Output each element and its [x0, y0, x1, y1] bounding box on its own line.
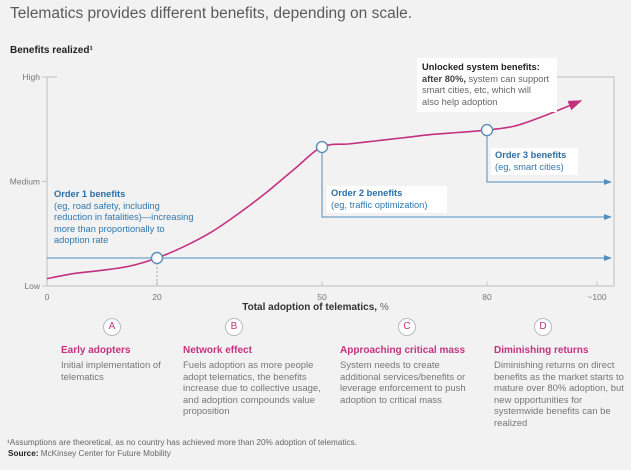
unlocked-line: also help adoption: [422, 96, 498, 107]
stage-description: Fuels adoption as more people adopt tele…: [183, 360, 321, 417]
unlocked-line: smart cities, etc, which will: [422, 85, 532, 95]
x-tick-label: 0: [45, 292, 50, 300]
order1-title: Order 1 benefits: [54, 189, 126, 199]
stage-b: B Network effect Fuels adoption as more …: [183, 318, 323, 418]
stage-letter-badge: A: [103, 318, 121, 336]
stage-description: Diminishing returns on direct benefits a…: [494, 360, 624, 429]
stage-title: Early adopters: [61, 345, 131, 356]
x-tick-label: 80: [482, 292, 492, 300]
x-tick-label: 50: [317, 292, 327, 300]
x-axis-title: Total adoption of telematics, %: [0, 302, 631, 313]
order1-line: reduction in fatalities)—increasing: [54, 212, 194, 222]
stage-letter-badge: D: [534, 318, 552, 336]
y-tick-label: High: [23, 72, 41, 82]
stage-description: Initial implementation of telematics: [61, 360, 161, 383]
source-text: McKinsey Center for Future Mobility: [38, 449, 171, 458]
x-tick-label: ~100: [587, 292, 606, 300]
unlocked-title: Unlocked system benefits:: [422, 62, 540, 72]
stage-title: Approaching critical mass: [340, 345, 466, 356]
stage-letter-badge: C: [398, 318, 416, 336]
order1-line: (eg, road safety, including: [54, 200, 160, 211]
order1-line: more than proportionally to: [54, 223, 165, 234]
unlocked-annotation: Unlocked system benefits: after 80%, sys…: [417, 58, 557, 112]
threshold-marker-3: [480, 123, 494, 137]
y-tick-label: Medium: [10, 177, 40, 187]
stage-title: Network effect: [183, 345, 252, 356]
stage-d: D Diminishing returns Diminishing return…: [494, 318, 629, 429]
order3-benefit-arrow: [486, 135, 612, 185]
source-line: Source: McKinsey Center for Future Mobil…: [8, 449, 171, 458]
x-axis-title-main: Total adoption of telematics,: [242, 302, 378, 313]
chart-title: Telematics provides different benefits, …: [10, 5, 413, 22]
order3-annotation: Order 3 benefits (eg, smart cities): [491, 148, 578, 175]
order1-annotation: Order 1 benefits (eg, road safety, inclu…: [50, 187, 198, 249]
order1-line: adoption rate: [54, 235, 109, 245]
stage-title: Diminishing returns: [494, 345, 589, 356]
source-label: Source:: [8, 449, 39, 458]
y-axis-title: Benefits realized¹: [10, 45, 93, 56]
stage-c: C Approaching critical mass System needs…: [340, 318, 475, 406]
stage-letter-badge: B: [225, 318, 243, 336]
order3-line: (eg, smart cities): [495, 161, 564, 172]
threshold-marker-2: [315, 140, 329, 154]
x-tick-label: 20: [152, 292, 162, 300]
x-axis-title-unit: %: [379, 302, 389, 313]
order2-line: (eg, traffic optimization): [331, 199, 428, 210]
order2-annotation: Order 2 benefits (eg, traffic optimizati…: [327, 186, 447, 213]
unlocked-line: after 80%, system can support: [422, 74, 552, 86]
unlocked-bold-prefix: after 80%,: [422, 73, 466, 84]
threshold-marker-1: [150, 251, 164, 265]
stage-description: System needs to create additional servic…: [340, 360, 466, 406]
order2-benefit-arrow: [321, 152, 612, 220]
stage-a: A Early adopters Initial implementation …: [61, 318, 191, 383]
y-tick-label: Low: [24, 281, 40, 291]
unlocked-line-text: system can support: [465, 73, 550, 84]
footnote: ¹Assumptions are theoretical, as no coun…: [7, 438, 357, 447]
order3-title: Order 3 benefits: [495, 150, 567, 160]
chart-plot: Low Medium High 0 20 50 80 ~100: [10, 72, 615, 300]
order2-title: Order 2 benefits: [331, 188, 403, 198]
